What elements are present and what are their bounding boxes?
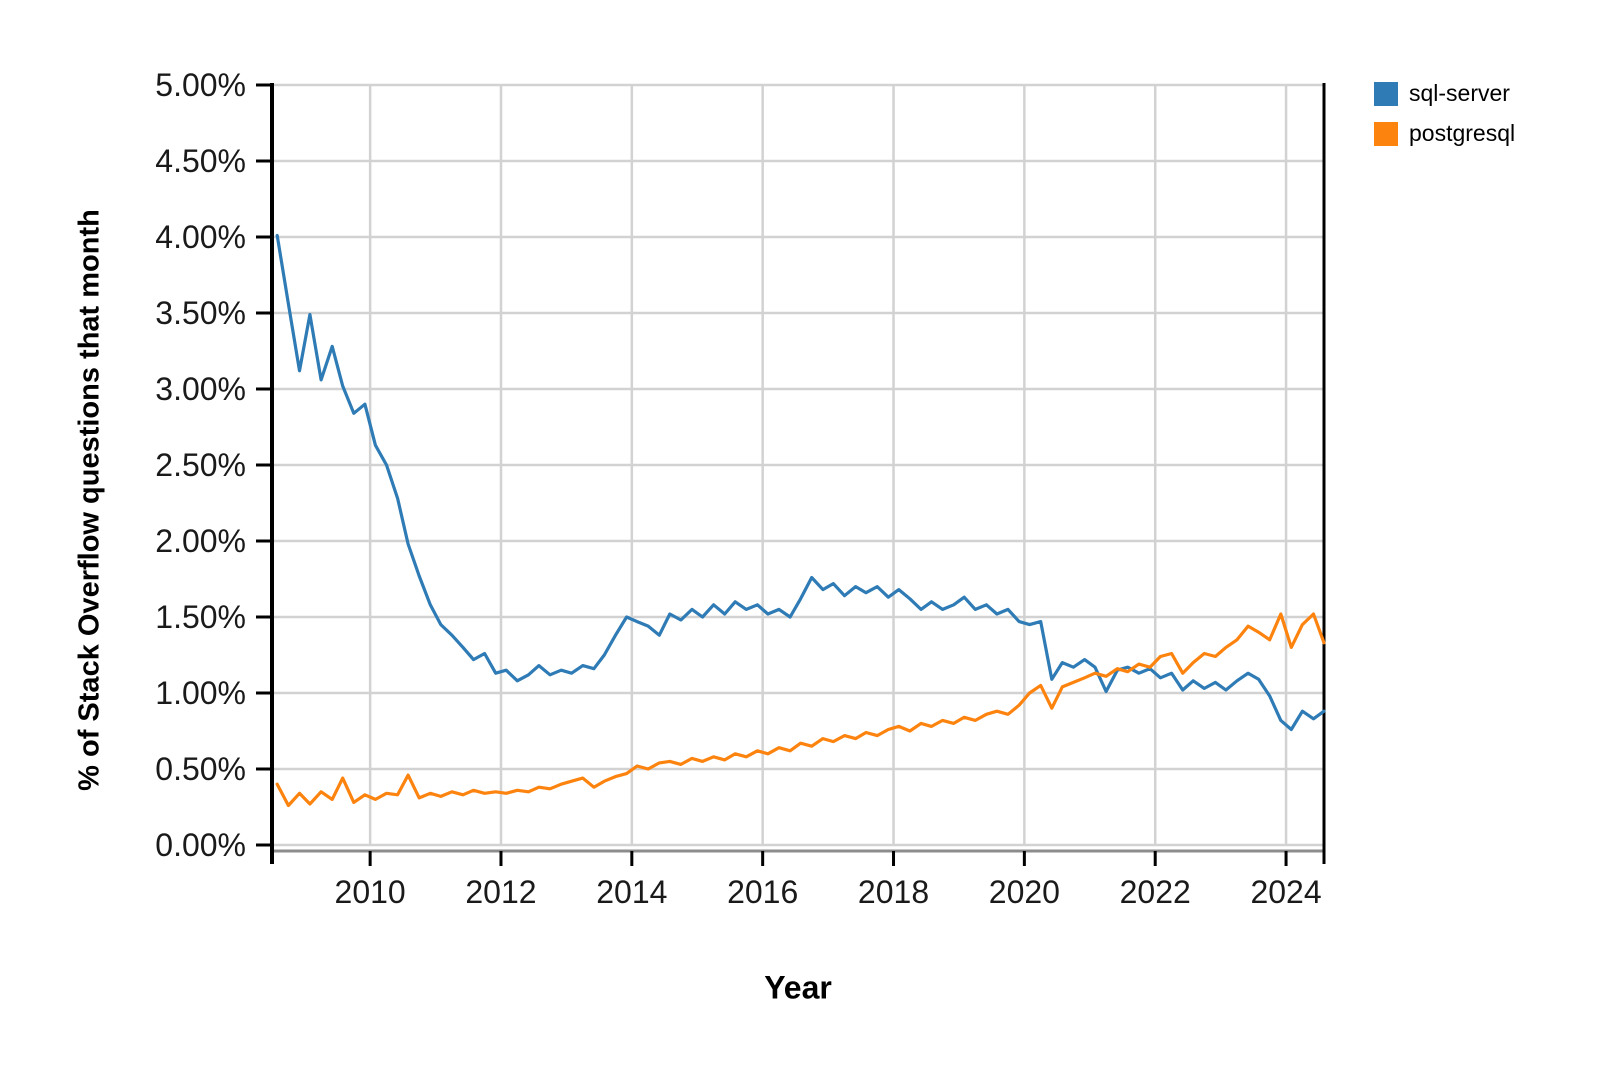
- y-axis-title: % of Stack Overflow questions that month: [73, 209, 106, 791]
- x-axis-title: Year: [764, 969, 832, 1006]
- x-tick-label: 2010: [335, 874, 406, 910]
- x-tick-label: 2020: [989, 874, 1060, 910]
- y-tick-label: 3.00%: [155, 371, 246, 407]
- y-tick-label: 4.50%: [155, 143, 246, 179]
- x-tick-label: 2022: [1120, 874, 1191, 910]
- series-line-postgresql: [275, 612, 1326, 808]
- y-tick-label: 0.50%: [155, 751, 246, 787]
- x-tick-label: 2018: [858, 874, 929, 910]
- y-tick-label: 1.00%: [155, 675, 246, 711]
- legend-label-sql-server: sql-server: [1409, 80, 1510, 106]
- legend-item-sql-server: sql-server: [1374, 80, 1515, 107]
- x-tick-label: 2014: [596, 874, 667, 910]
- legend-item-postgresql: postgresql: [1374, 120, 1515, 147]
- y-tick-label: 1.50%: [155, 599, 246, 635]
- x-tick-label: 2012: [465, 874, 536, 910]
- y-tick-label: 5.00%: [155, 67, 246, 103]
- y-tick-label: 2.50%: [155, 447, 246, 483]
- y-tick-label: 0.00%: [155, 827, 246, 863]
- legend-swatch-postgresql: [1374, 121, 1398, 146]
- y-tick-label: 4.00%: [155, 219, 246, 255]
- legend: sql-server postgresql: [1374, 80, 1515, 160]
- y-tick-label: 3.50%: [155, 295, 246, 331]
- x-tick-label: 2016: [727, 874, 798, 910]
- legend-swatch-sql-server: [1374, 81, 1398, 106]
- y-tick-label: 2.00%: [155, 523, 246, 559]
- x-tick-label: 2024: [1250, 874, 1321, 910]
- legend-label-postgresql: postgresql: [1409, 120, 1516, 146]
